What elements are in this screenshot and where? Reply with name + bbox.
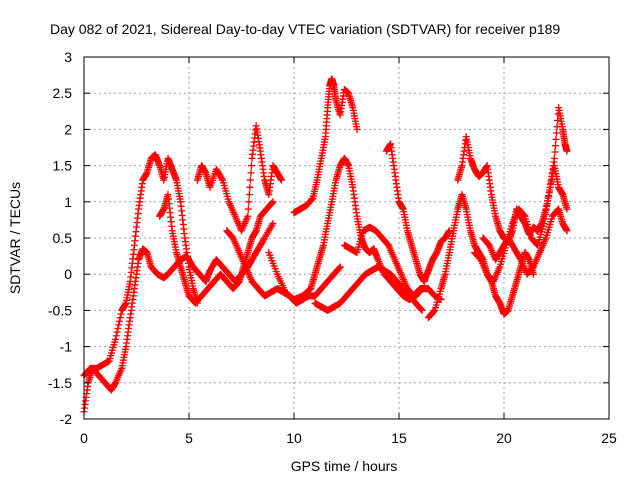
- data-point-2: [112, 332, 120, 340]
- data-point-13: [551, 148, 559, 156]
- data-point-4: [244, 205, 252, 213]
- data-point-9: [422, 285, 430, 293]
- data-point-2: [115, 317, 123, 325]
- data-point-4: [245, 191, 253, 199]
- x-tick-label: 10: [286, 430, 302, 446]
- data-point-4: [247, 162, 255, 170]
- data-point-5: [336, 263, 344, 271]
- data-point-4: [246, 183, 254, 191]
- data-point-4: [247, 169, 255, 177]
- data-point-5: [335, 264, 343, 272]
- axis-ticks: 0 5 10 15 20 25 -2 -1.5 -1 -0.5 0 0.5 1 1.5 2 2.5 3: [48, 49, 617, 446]
- data-point-8: [418, 306, 426, 314]
- chart-title: Day 082 of 2021, Sidereal Day-to-day VTE…: [50, 21, 560, 37]
- data-point-13: [541, 210, 549, 218]
- data-point-13: [542, 206, 550, 214]
- y-tick-label: 2: [64, 121, 72, 137]
- data-point-13: [545, 188, 553, 196]
- data-point-13: [520, 211, 528, 219]
- x-tick-label: 0: [80, 430, 88, 446]
- data-point-4: [246, 176, 254, 184]
- data-point-2: [112, 335, 119, 343]
- data-point-13: [545, 192, 553, 200]
- data-point-2: [116, 314, 124, 322]
- data-point-2: [115, 321, 123, 329]
- data-point-13: [553, 129, 560, 137]
- x-tick-label: 20: [496, 430, 512, 446]
- data-point-4: [244, 212, 252, 220]
- x-axis-label: GPS time / hours: [291, 458, 398, 474]
- data-point-13: [543, 201, 551, 209]
- data-point-2: [117, 310, 125, 318]
- data-point-13: [551, 142, 559, 150]
- data-point-13: [540, 220, 548, 228]
- y-axis-label: SDTVAR / TECUs: [7, 182, 23, 294]
- data-point-3: [268, 199, 276, 207]
- y-tick-label: 1: [64, 194, 72, 210]
- data-point-13: [544, 197, 552, 205]
- data-point-8: [417, 305, 425, 313]
- data-point-13: [541, 215, 549, 223]
- data-point-13: [563, 147, 571, 155]
- x-tick-label: 15: [391, 430, 407, 446]
- y-tick-label: 1.5: [53, 158, 73, 174]
- data-point-1: [269, 220, 277, 228]
- data-point-11: [529, 270, 537, 278]
- y-tick-label: 2.5: [53, 85, 73, 101]
- y-tick-label: -0.5: [48, 302, 72, 318]
- data-point-4: [218, 175, 226, 183]
- data-point-11: [430, 307, 438, 315]
- data-point-4: [277, 176, 285, 184]
- x-tick-label: 5: [185, 430, 193, 446]
- data-points: [80, 75, 571, 416]
- data-point-2: [113, 328, 121, 336]
- data-point-2: [114, 325, 122, 332]
- y-tick-label: -1.5: [48, 375, 72, 391]
- data-point-13: [552, 135, 560, 143]
- y-tick-label: 3: [64, 49, 72, 65]
- data-point-6: [353, 125, 361, 133]
- data-point-13: [550, 154, 558, 162]
- y-tick-label: -2: [60, 411, 73, 427]
- x-tick-label: 25: [601, 430, 617, 446]
- data-point-4: [245, 198, 253, 206]
- y-tick-label: -1: [60, 339, 73, 355]
- data-point-14: [516, 254, 524, 262]
- data-point-14: [563, 227, 571, 235]
- data-point-12: [563, 205, 571, 213]
- y-tick-label: 0.5: [53, 230, 73, 246]
- data-point-3: [269, 198, 277, 206]
- y-tick-label: 0: [64, 266, 72, 282]
- data-point-6: [308, 195, 316, 203]
